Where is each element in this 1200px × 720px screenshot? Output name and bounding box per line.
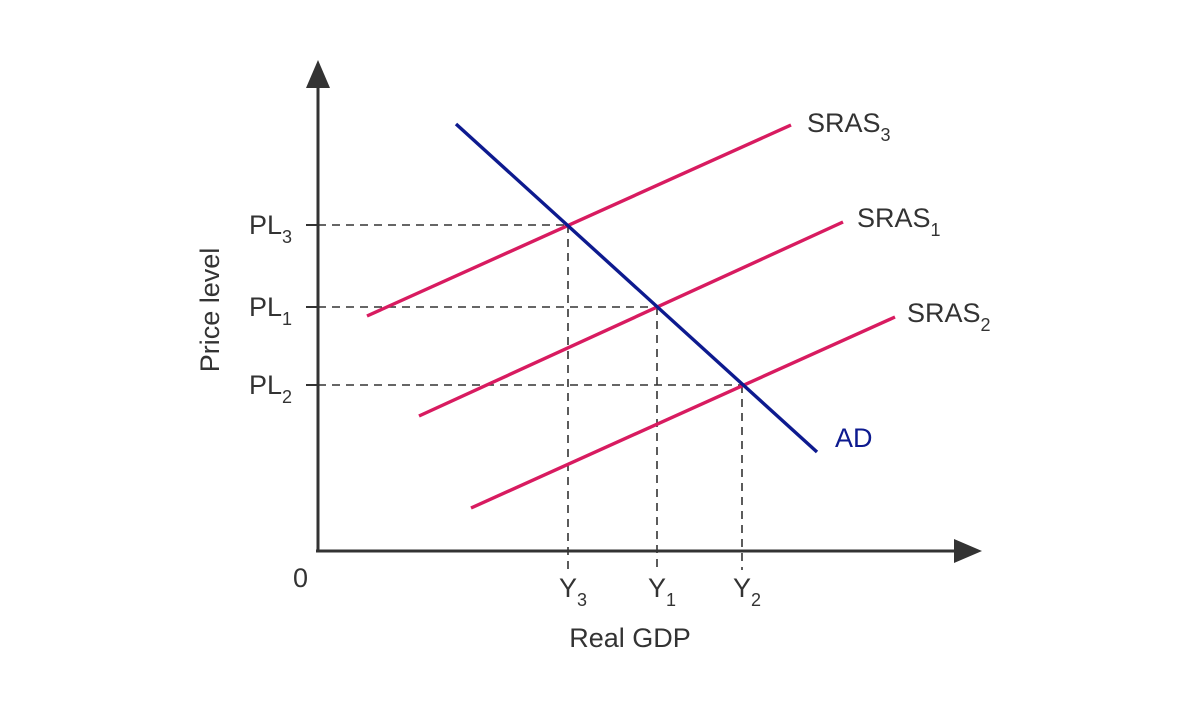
y-axis-arrowhead — [306, 60, 330, 88]
pl3-label: PL3 — [249, 210, 292, 247]
y3-label: Y3 — [559, 573, 587, 610]
curves — [366, 122, 896, 510]
ad-label: AD — [835, 423, 873, 453]
x-axis-title: Real GDP — [569, 623, 691, 653]
sras3-label: SRAS3 — [807, 108, 891, 145]
y1-label: Y1 — [648, 573, 676, 610]
guide-lines — [318, 224, 743, 570]
ad-line — [454, 122, 819, 454]
sras1-label: SRAS1 — [857, 203, 941, 240]
axes — [306, 60, 982, 563]
pl1-label: PL1 — [249, 292, 292, 329]
curve-labels: SRAS3 SRAS1 SRAS2 AD — [807, 108, 991, 453]
pl2-label: PL2 — [249, 370, 292, 407]
output-labels: Y3 Y1 Y2 — [559, 573, 761, 610]
origin-label: 0 — [293, 563, 308, 593]
price-level-labels: PL3 PL1 PL2 — [249, 210, 292, 407]
y2-label: Y2 — [733, 573, 761, 610]
sras1-line — [418, 220, 844, 418]
y-axis-title: Price level — [195, 248, 225, 373]
sras2-label: SRAS2 — [907, 298, 991, 335]
sras2-line — [470, 315, 896, 510]
x-axis-arrowhead — [954, 539, 982, 563]
sras3-line — [366, 123, 792, 318]
